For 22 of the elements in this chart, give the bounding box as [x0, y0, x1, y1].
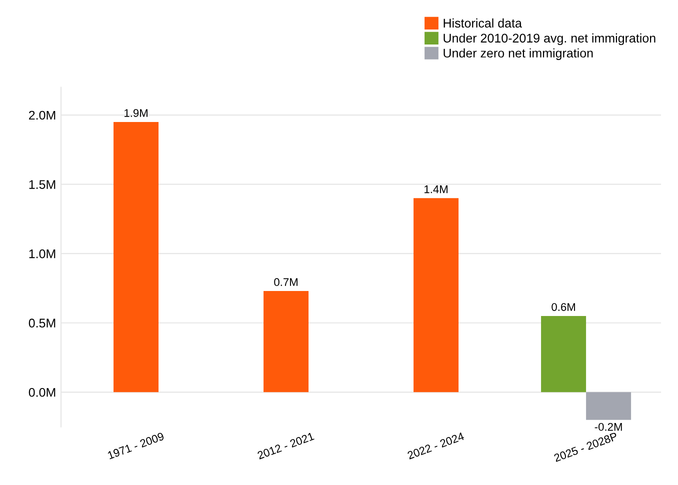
- legend-label: Historical data: [444, 18, 522, 28]
- x-tick-label: 2022 - 2024: [407, 432, 465, 460]
- data-label: 1.9M: [124, 109, 148, 117]
- legend-label: Under zero net immigration: [444, 48, 593, 60]
- y-tick-label: 1.5M: [29, 180, 56, 189]
- x-tick-label: 2012 - 2021: [257, 432, 314, 460]
- data-label: 0.7M: [274, 278, 298, 286]
- y-tick-label: 0.0M: [28, 388, 56, 397]
- y-tick-label: 2.0M: [29, 110, 56, 120]
- y-tick-label: 1.0M: [29, 249, 56, 258]
- x-tick-label: 2025 - 2028P: [554, 432, 618, 462]
- bar: [586, 392, 632, 420]
- legend-label: Under 2010-2019 avg. net immigration: [444, 33, 656, 46]
- bar: [541, 316, 586, 392]
- y-tick-label: 0.5M: [28, 318, 56, 328]
- bar: [264, 291, 309, 392]
- data-label: 1.4M: [424, 185, 448, 194]
- bar: [414, 198, 459, 392]
- bar: [114, 122, 159, 392]
- data-label: -0.2M: [594, 422, 622, 431]
- data-label: 0.6M: [552, 303, 575, 311]
- x-tick-label: 1971 - 2009: [107, 432, 164, 460]
